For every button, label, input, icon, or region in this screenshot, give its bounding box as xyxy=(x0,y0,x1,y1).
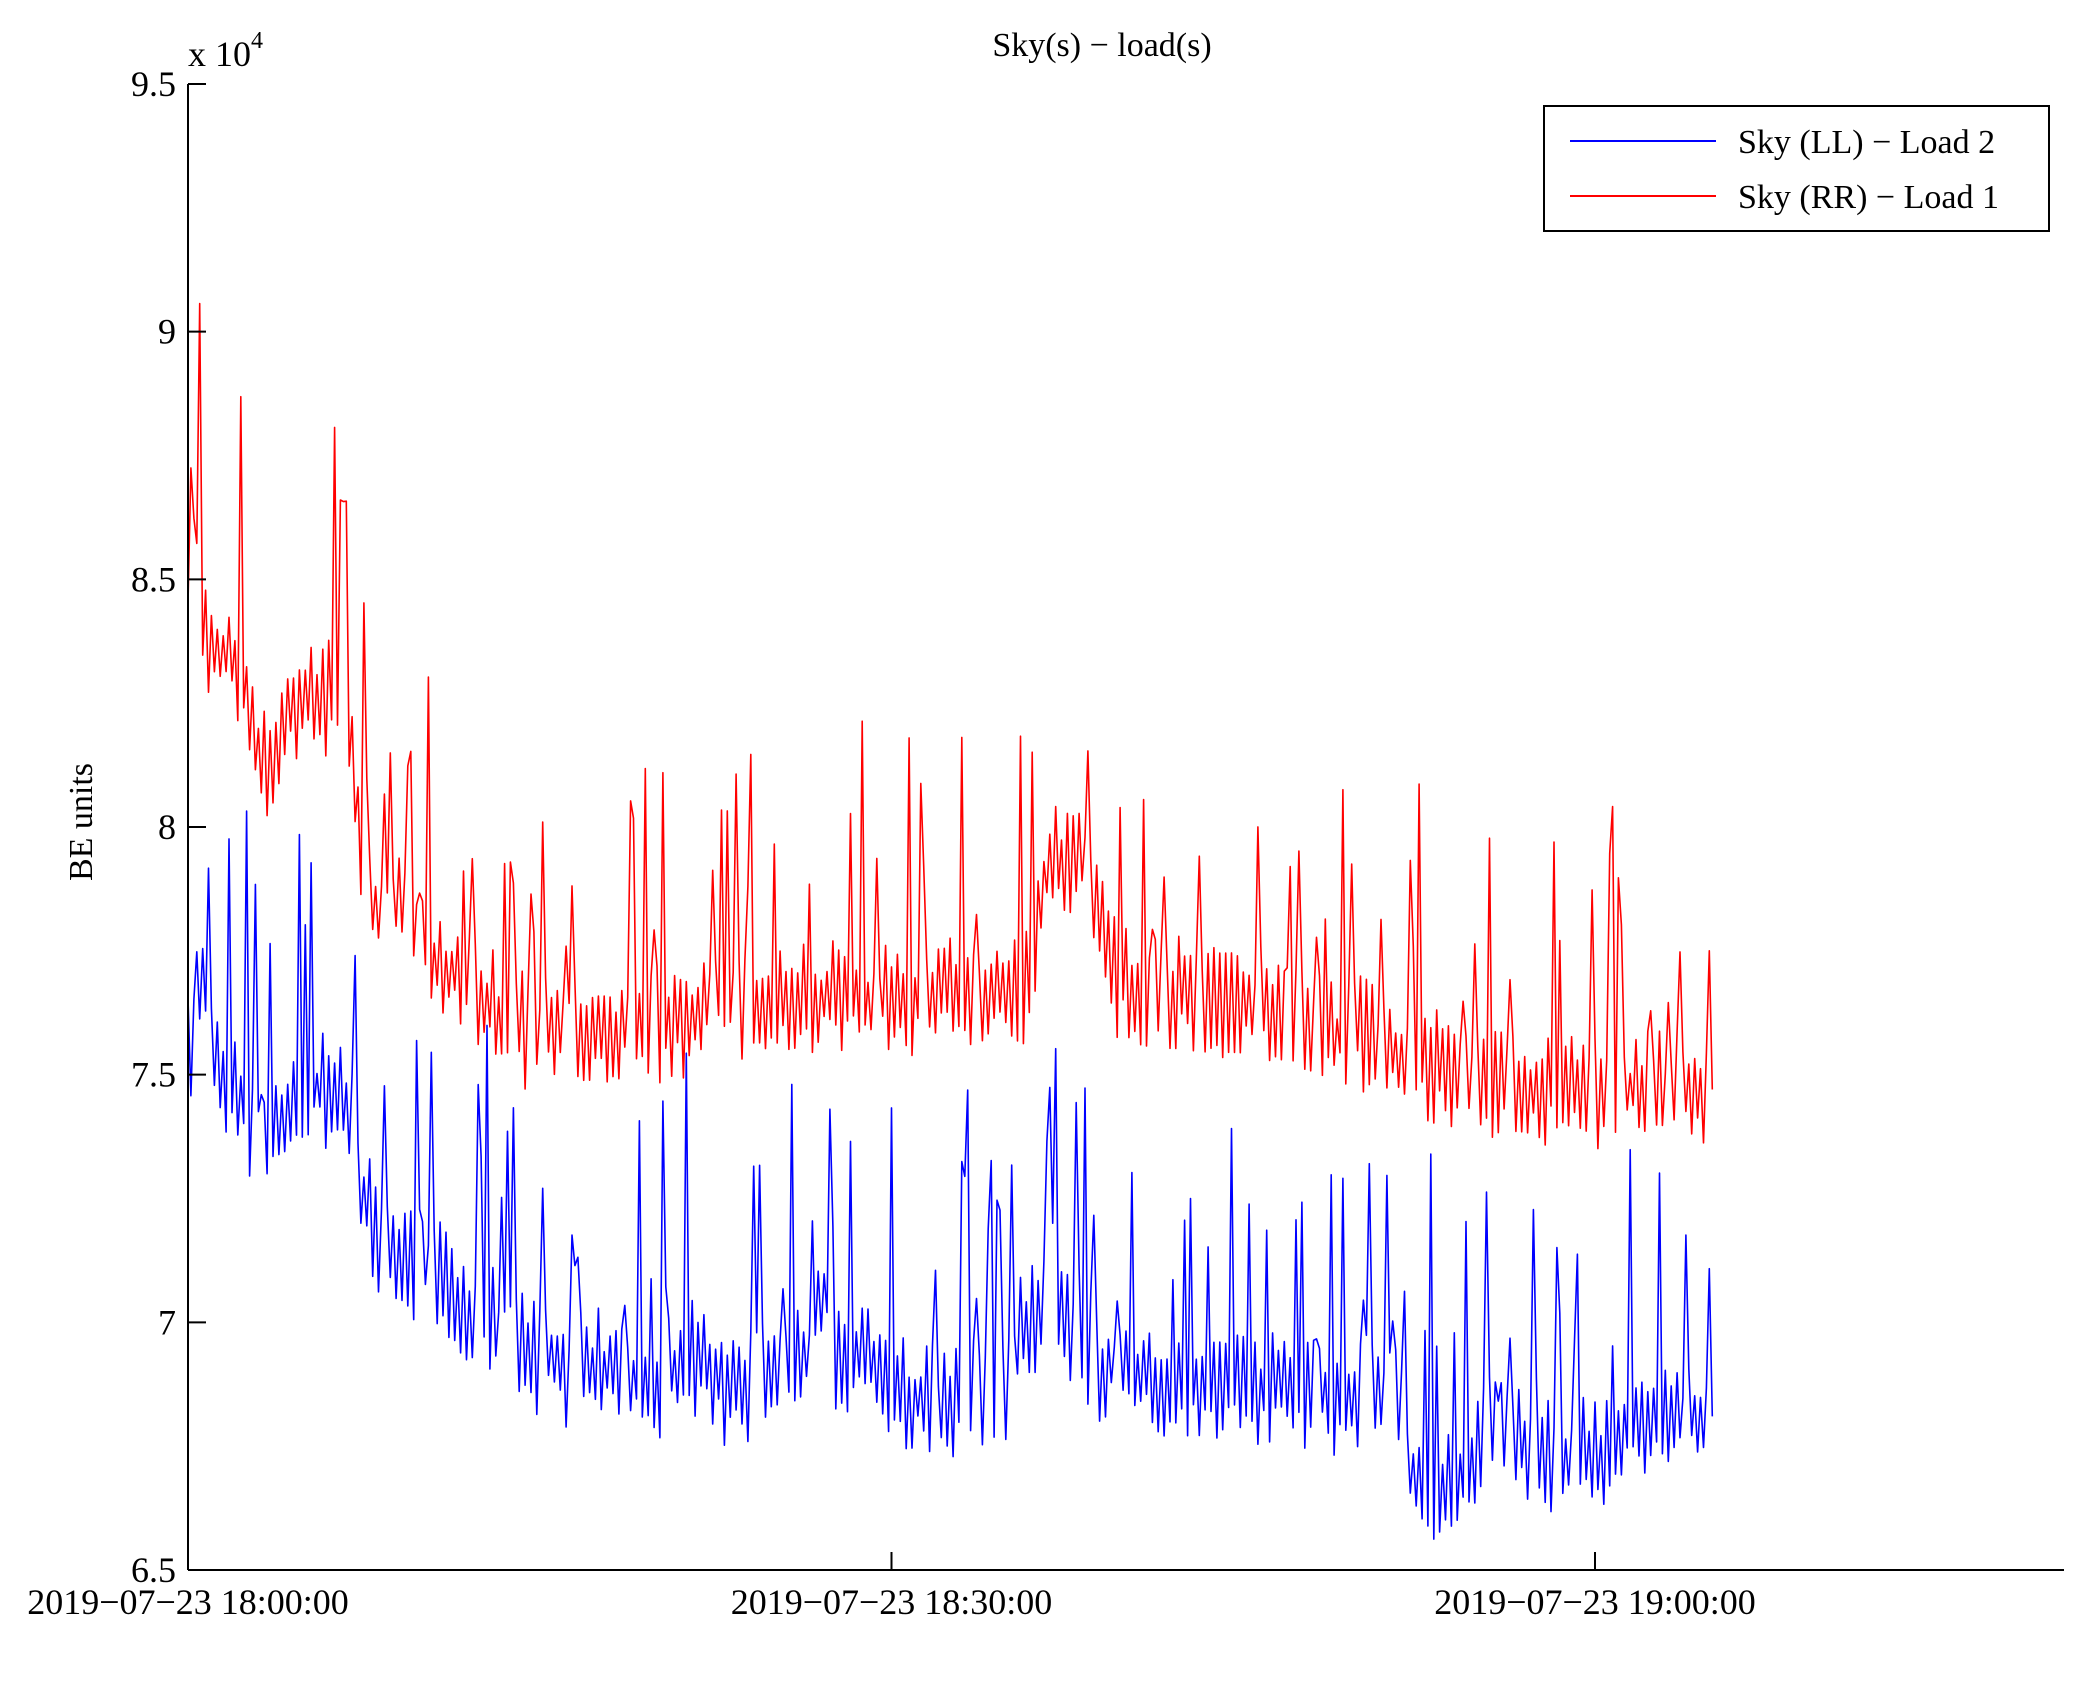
axes-layer: 6.5 7 7.5 8 8.5 9 9.5 2019−07−23 18:00:00 2019−0… xyxy=(27,64,2064,1622)
legend-label-ll: Sky (LL) − Load 2 xyxy=(1738,124,1995,161)
y-tick-label: 7.5 xyxy=(131,1055,176,1095)
y-tick-label: 8 xyxy=(158,807,176,847)
y-axis-exponent: x 104 xyxy=(188,28,263,74)
y-axis-label: BE units xyxy=(63,763,100,881)
chart-title: Sky(s) − load(s) xyxy=(992,27,1211,64)
y-tick-label: 8.5 xyxy=(131,559,176,599)
legend-label-rr: Sky (RR) − Load 1 xyxy=(1738,179,1999,216)
legend: Sky (LL) − Load 2 Sky (RR) − Load 1 xyxy=(1543,105,2050,232)
x-tick-label: 2019−07−23 18:00:00 xyxy=(27,1582,349,1622)
series-layer xyxy=(187,302,1714,1540)
y-tick-label: 9.5 xyxy=(131,64,176,104)
x-tick-label: 2019−07−23 19:00:00 xyxy=(1434,1582,1756,1622)
y-tick-label: 9 xyxy=(158,312,176,352)
y-tick-label: 7 xyxy=(158,1302,176,1342)
x-tick-label: 2019−07−23 18:30:00 xyxy=(731,1582,1053,1622)
y-axis-exponent-base: x 10 xyxy=(188,34,251,74)
series-line xyxy=(187,810,1714,1540)
legend-box xyxy=(1543,105,2050,232)
y-tick-label: 6.5 xyxy=(131,1550,176,1590)
series-line xyxy=(187,302,1714,1150)
y-axis-exponent-power: 4 xyxy=(251,28,263,54)
